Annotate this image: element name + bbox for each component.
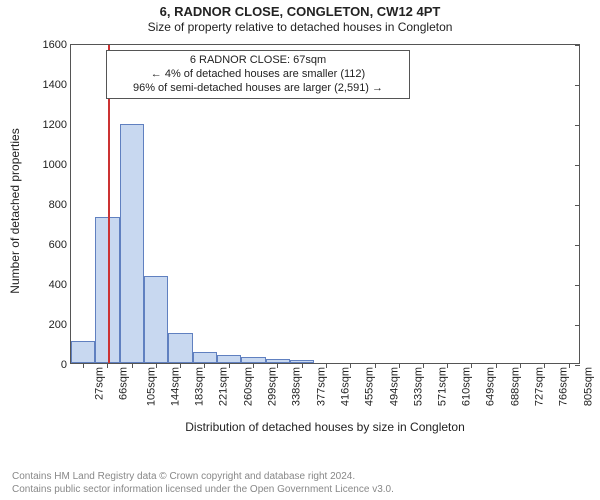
histogram-bar xyxy=(193,352,217,363)
y-tick-label: 1200 xyxy=(43,119,67,131)
y-tick-mark xyxy=(575,85,580,86)
x-tick-mark xyxy=(204,363,205,368)
x-tick-label: 805sqm xyxy=(582,367,594,406)
histogram-bar xyxy=(266,359,290,363)
annotation-line: ← 4% of detached houses are smaller (112… xyxy=(113,68,403,82)
y-tick-label: 1000 xyxy=(43,159,67,171)
histogram-bar xyxy=(168,333,192,363)
x-tick-mark xyxy=(544,363,545,368)
x-tick-label: 455sqm xyxy=(364,367,376,406)
x-tick-mark xyxy=(83,363,84,368)
chart-subtitle: Size of property relative to detached ho… xyxy=(0,20,600,34)
footer-line: Contains HM Land Registry data © Crown c… xyxy=(12,471,394,484)
x-tick-mark xyxy=(229,363,230,368)
y-tick-label: 400 xyxy=(49,279,67,291)
x-tick-label: 766sqm xyxy=(558,367,570,406)
x-tick-mark xyxy=(520,363,521,368)
x-tick-mark xyxy=(277,363,278,368)
x-tick-mark xyxy=(156,363,157,368)
x-tick-mark xyxy=(471,363,472,368)
y-tick-mark xyxy=(575,285,580,286)
x-tick-label: 610sqm xyxy=(460,367,472,406)
y-tick-label: 0 xyxy=(61,359,67,371)
x-tick-mark xyxy=(253,363,254,368)
x-tick-mark xyxy=(350,363,351,368)
y-tick-mark xyxy=(575,325,580,326)
y-axis-label: Number of detached properties xyxy=(8,51,22,371)
x-tick-label: 416sqm xyxy=(339,367,351,406)
plot-area: 0200400600800100012001400160027sqm66sqm1… xyxy=(70,44,580,364)
x-tick-label: 727sqm xyxy=(533,367,545,406)
y-tick-mark xyxy=(575,125,580,126)
x-tick-label: 221sqm xyxy=(218,367,230,406)
x-tick-mark xyxy=(180,363,181,368)
x-tick-label: 688sqm xyxy=(509,367,521,406)
plot-wrap: Number of detached properties 0200400600… xyxy=(70,44,580,364)
x-tick-label: 533sqm xyxy=(412,367,424,406)
annotation-line: 6 RADNOR CLOSE: 67sqm xyxy=(113,54,403,68)
x-tick-mark xyxy=(302,363,303,368)
chart-container: { "title": "6, RADNOR CLOSE, CONGLETON, … xyxy=(0,0,600,500)
x-tick-label: 377sqm xyxy=(315,367,327,406)
y-tick-label: 1400 xyxy=(43,79,67,91)
x-tick-mark xyxy=(569,363,570,368)
x-tick-mark xyxy=(132,363,133,368)
x-tick-label: 649sqm xyxy=(485,367,497,406)
y-tick-label: 200 xyxy=(49,319,67,331)
footer-attribution: Contains HM Land Registry data © Crown c… xyxy=(12,471,394,496)
histogram-bar xyxy=(290,360,314,363)
x-tick-label: 183sqm xyxy=(194,367,206,406)
histogram-bar xyxy=(120,124,144,363)
y-tick-mark xyxy=(575,45,580,46)
histogram-bar xyxy=(241,357,265,363)
x-tick-mark xyxy=(423,363,424,368)
histogram-bar xyxy=(71,341,95,363)
y-tick-mark xyxy=(575,205,580,206)
x-tick-label: 494sqm xyxy=(388,367,400,406)
y-tick-label: 600 xyxy=(49,239,67,251)
x-tick-label: 144sqm xyxy=(170,367,182,406)
y-tick-mark xyxy=(575,245,580,246)
x-tick-mark xyxy=(375,363,376,368)
annotation-box: 6 RADNOR CLOSE: 67sqm← 4% of detached ho… xyxy=(106,50,410,99)
histogram-bar xyxy=(217,355,241,363)
x-tick-label: 105sqm xyxy=(145,367,157,406)
x-axis-label: Distribution of detached houses by size … xyxy=(70,420,580,434)
footer-line: Contains public sector information licen… xyxy=(12,484,394,497)
x-tick-mark xyxy=(399,363,400,368)
y-tick-label: 1600 xyxy=(43,39,67,51)
x-tick-label: 27sqm xyxy=(94,367,106,400)
x-tick-label: 338sqm xyxy=(291,367,303,406)
histogram-bar xyxy=(144,276,168,363)
x-tick-label: 66sqm xyxy=(118,367,130,400)
x-tick-mark xyxy=(447,363,448,368)
annotation-line: 96% of semi-detached houses are larger (… xyxy=(113,82,403,96)
x-tick-mark xyxy=(496,363,497,368)
x-tick-mark xyxy=(107,363,108,368)
y-tick-mark xyxy=(575,165,580,166)
y-tick-mark xyxy=(575,365,580,366)
x-tick-mark xyxy=(326,363,327,368)
chart-title: 6, RADNOR CLOSE, CONGLETON, CW12 4PT xyxy=(0,0,600,20)
x-tick-label: 299sqm xyxy=(266,367,278,406)
x-tick-label: 571sqm xyxy=(436,367,448,406)
y-tick-label: 800 xyxy=(49,199,67,211)
x-tick-label: 260sqm xyxy=(242,367,254,406)
